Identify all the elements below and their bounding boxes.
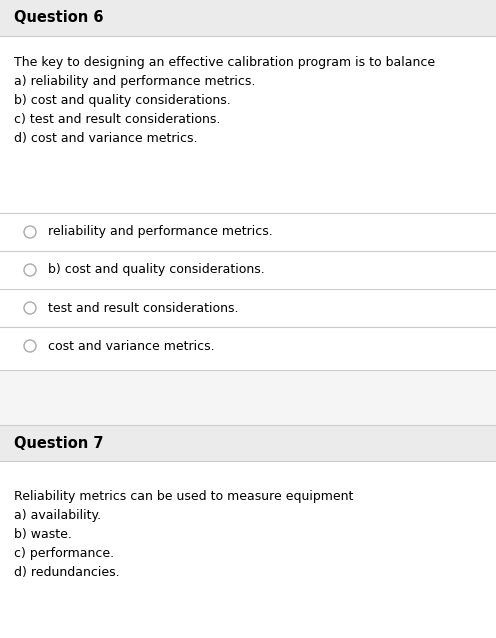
Text: cost and variance metrics.: cost and variance metrics. xyxy=(48,339,215,353)
Bar xyxy=(0,370,496,425)
Text: Reliability metrics can be used to measure equipment: Reliability metrics can be used to measu… xyxy=(14,490,353,503)
Text: a) reliability and performance metrics.: a) reliability and performance metrics. xyxy=(14,75,255,88)
Text: d) cost and variance metrics.: d) cost and variance metrics. xyxy=(14,132,197,145)
Text: d) redundancies.: d) redundancies. xyxy=(14,566,120,579)
Text: The key to designing an effective calibration program is to balance: The key to designing an effective calibr… xyxy=(14,56,435,69)
Text: reliability and performance metrics.: reliability and performance metrics. xyxy=(48,225,273,239)
Bar xyxy=(0,0,496,36)
Text: a) availability.: a) availability. xyxy=(14,509,101,522)
Text: Question 7: Question 7 xyxy=(14,436,104,450)
Bar xyxy=(0,425,496,461)
Text: b) cost and quality considerations.: b) cost and quality considerations. xyxy=(14,94,231,107)
Text: Question 6: Question 6 xyxy=(14,10,104,26)
Text: test and result considerations.: test and result considerations. xyxy=(48,302,239,315)
Text: b) waste.: b) waste. xyxy=(14,528,72,541)
Text: c) test and result considerations.: c) test and result considerations. xyxy=(14,113,220,126)
Text: b) cost and quality considerations.: b) cost and quality considerations. xyxy=(48,263,265,276)
Text: c) performance.: c) performance. xyxy=(14,547,114,560)
